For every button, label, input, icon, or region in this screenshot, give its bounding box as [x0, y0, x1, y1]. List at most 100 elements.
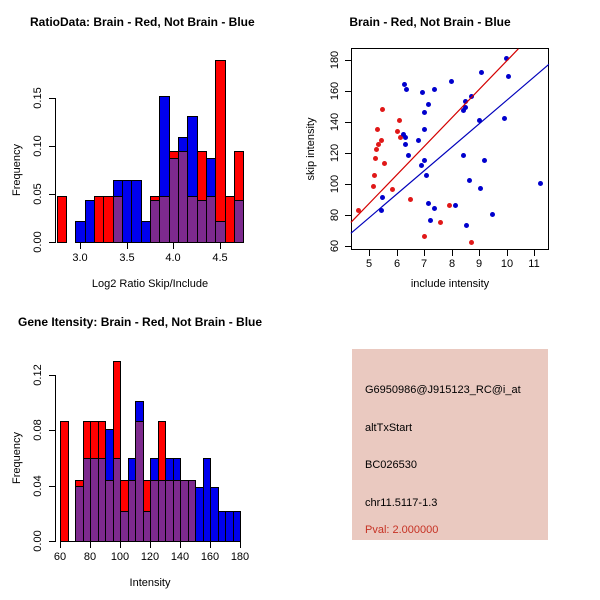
hist-bar-blue — [159, 96, 170, 197]
scatter-point-blue — [462, 105, 468, 111]
gene-hist-ylabel: Frequency — [11, 432, 23, 484]
scatter-point-red — [396, 117, 402, 123]
scatter-point-blue — [478, 185, 484, 191]
scatter-point-blue — [476, 117, 482, 123]
scatter-point-blue — [501, 116, 507, 122]
y-tick — [49, 541, 55, 542]
hist-bar-overlap — [234, 200, 244, 243]
info-panel: G6950986@J915123_RC@i_at altTxStart BC02… — [352, 349, 548, 540]
scatter-point-red — [355, 207, 361, 213]
y-tick — [345, 153, 351, 154]
y-tick-label: 180 — [329, 50, 341, 70]
hist-bar-blue — [173, 458, 181, 481]
scatter-point-blue — [421, 109, 427, 115]
hist-bar-red — [60, 421, 69, 542]
x-tick — [534, 250, 535, 256]
scatter-xlabel: include intensity — [410, 278, 490, 290]
scatter-point-blue — [421, 126, 427, 132]
y-tick — [49, 194, 55, 195]
y-tick — [345, 246, 351, 247]
y-tick-label: 60 — [329, 239, 341, 253]
x-tick — [80, 243, 81, 249]
scatter-title: Brain - Red, Not Brain - Blue — [349, 15, 511, 29]
scatter-ylabel: skip intensity — [305, 117, 317, 181]
y-tick-label: 120 — [329, 143, 341, 163]
y-tick — [345, 60, 351, 61]
y-tick-label: 100 — [329, 174, 341, 194]
y-tick-label: 0.12 — [32, 364, 44, 386]
x-tick-label: 140 — [170, 551, 190, 563]
y-tick — [49, 486, 55, 487]
x-tick-label: 3.0 — [72, 252, 88, 264]
y-tick — [345, 91, 351, 92]
x-tick — [240, 542, 241, 548]
x-tick-label: 3.5 — [119, 252, 135, 264]
x-tick-label: 80 — [83, 551, 97, 563]
y-tick-label: 140 — [329, 112, 341, 132]
event-type-text: altTxStart — [365, 422, 413, 434]
y-tick-label: 0.00 — [32, 231, 44, 253]
hist-bar-blue — [135, 401, 144, 422]
scatter-point-blue — [379, 195, 385, 201]
y-axis-line — [55, 98, 56, 243]
x-tick-label: 160 — [200, 551, 220, 563]
x-tick-label: 7 — [420, 258, 428, 270]
y-tick — [49, 242, 55, 243]
hist-bar-red — [215, 60, 226, 222]
x-tick — [452, 250, 453, 256]
y-tick-label: 0.05 — [32, 183, 44, 205]
hist-bar-red — [234, 151, 244, 201]
y-tick — [345, 184, 351, 185]
x-tick — [507, 250, 508, 256]
x-tick-label: 100 — [110, 551, 130, 563]
gene-hist-xlabel: Intensity — [129, 577, 171, 589]
scatter-point-blue — [431, 206, 437, 211]
hist-bar-red — [57, 196, 67, 243]
x-tick — [210, 542, 211, 548]
scatter-point-red — [408, 196, 414, 202]
scatter-point-blue — [378, 207, 384, 213]
scatter-point-blue — [504, 55, 510, 61]
hist-bar-blue — [131, 180, 142, 243]
y-tick-label: 0.10 — [32, 135, 44, 157]
probe-id-text: G6950986@J915123_RC@i_at — [365, 384, 521, 396]
locus-text: chr11.5117-1.3 — [365, 497, 438, 509]
y-tick — [345, 122, 351, 123]
x-tick — [150, 542, 151, 548]
y-tick-label: 0.04 — [32, 475, 44, 497]
x-tick — [127, 243, 128, 249]
x-tick-label: 4.0 — [165, 252, 181, 264]
x-tick-label: 10 — [500, 258, 514, 270]
x-tick-label: 11 — [528, 258, 540, 270]
y-tick-label: 0.08 — [32, 419, 44, 441]
x-tick — [90, 542, 91, 548]
scatter-point-red — [378, 137, 384, 143]
scatter-point-red — [395, 128, 401, 134]
y-tick — [49, 430, 55, 431]
x-tick-label: 9 — [475, 258, 483, 270]
y-tick — [49, 375, 55, 376]
accession-text: BC026530 — [365, 459, 417, 471]
ratio-hist-title: RatioData: Brain - Red, Not Brain - Blue — [30, 15, 255, 29]
scatter-point-red — [469, 240, 475, 246]
ratio-hist-xlabel: Log2 Ratio Skip/Include — [91, 278, 209, 290]
x-tick — [369, 250, 370, 256]
scatter-point-blue — [431, 86, 437, 92]
y-tick-label: 160 — [329, 81, 341, 101]
pval-text: Pval: 2.000000 — [365, 524, 439, 536]
scatter-point-red — [422, 233, 428, 239]
scatter-point-blue — [479, 69, 485, 75]
scatter-point-blue — [419, 89, 425, 95]
y-tick — [345, 215, 351, 216]
x-tick-label: 4.5 — [212, 252, 228, 264]
x-tick-label: 120 — [140, 551, 160, 563]
x-tick — [397, 250, 398, 256]
x-tick — [173, 243, 174, 249]
hist-bar-red — [158, 421, 166, 481]
x-tick — [424, 250, 425, 256]
scatter-point-blue — [452, 202, 458, 208]
x-tick — [60, 542, 61, 548]
x-tick-label: 60 — [53, 551, 67, 563]
y-tick-label: 0.00 — [32, 530, 44, 552]
